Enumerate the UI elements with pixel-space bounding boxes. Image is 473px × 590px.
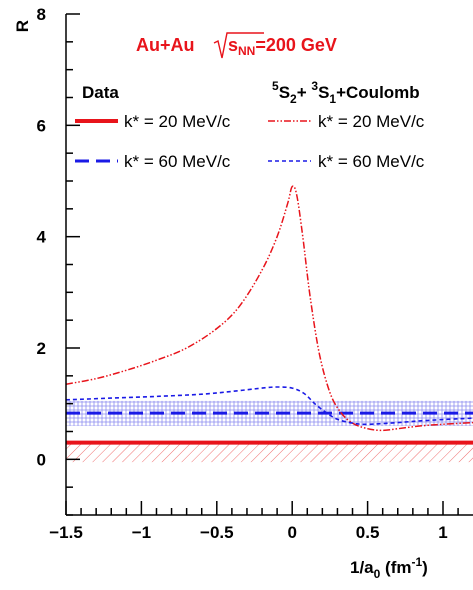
legend-label-data-60: k* = 60 MeV/c	[124, 152, 231, 171]
legend-header-data: Data	[82, 83, 119, 102]
series-layer	[66, 185, 473, 432]
chart-title: Au+Au sNN=200 GeV	[136, 32, 337, 59]
x-axis-title: 1/a0 (fm-1)	[350, 555, 428, 581]
legend-label-model-60: k* = 60 MeV/c	[318, 152, 425, 171]
model-60-curve	[66, 386, 473, 426]
legend: Data 5S2+ 3S1+Coulomb k* = 20 MeV/c k* =…	[75, 79, 425, 171]
x-tick-label: −0.5	[200, 523, 234, 542]
y-tick-label: 8	[37, 5, 46, 24]
x-tick-label: −1	[132, 523, 151, 542]
x-tick-label: 1	[438, 523, 447, 542]
chart-title-system: Au+Au	[136, 35, 195, 55]
bands-layer	[66, 400, 473, 463]
legend-label-data-20: k* = 20 MeV/c	[124, 112, 231, 131]
x-tick-label: 0.5	[356, 523, 380, 542]
x-axis-title-sub: 0	[374, 567, 381, 581]
y-axis-title: R	[13, 20, 32, 32]
x-axis-title-main: 1/a	[350, 558, 374, 577]
data-20-error-band	[66, 442, 473, 463]
y-tick-label: 0	[37, 450, 46, 469]
y-tick-label: 2	[37, 339, 46, 358]
y-tick-label: 4	[37, 228, 47, 247]
chart-title-energy: sNN=200 GeV	[228, 35, 337, 58]
ticks-layer: −1.5 −1 −0.5 0 0.5 1 0 2 4 6 8	[37, 5, 459, 542]
legend-header-model: 5S2+ 3S1+Coulomb	[272, 79, 420, 106]
model-20-curve	[66, 185, 473, 432]
y-tick-label: 6	[37, 116, 46, 135]
sqrt-sign-icon	[213, 32, 264, 59]
x-axis-title-unit-sup: -1	[412, 555, 423, 569]
x-axis-title-unit-post: )	[422, 558, 428, 577]
x-axis-title-unit-pre: (fm	[380, 558, 411, 577]
x-tick-label: −1.5	[49, 523, 83, 542]
legend-label-model-20: k* = 20 MeV/c	[318, 112, 425, 131]
x-tick-label: 0	[287, 523, 296, 542]
